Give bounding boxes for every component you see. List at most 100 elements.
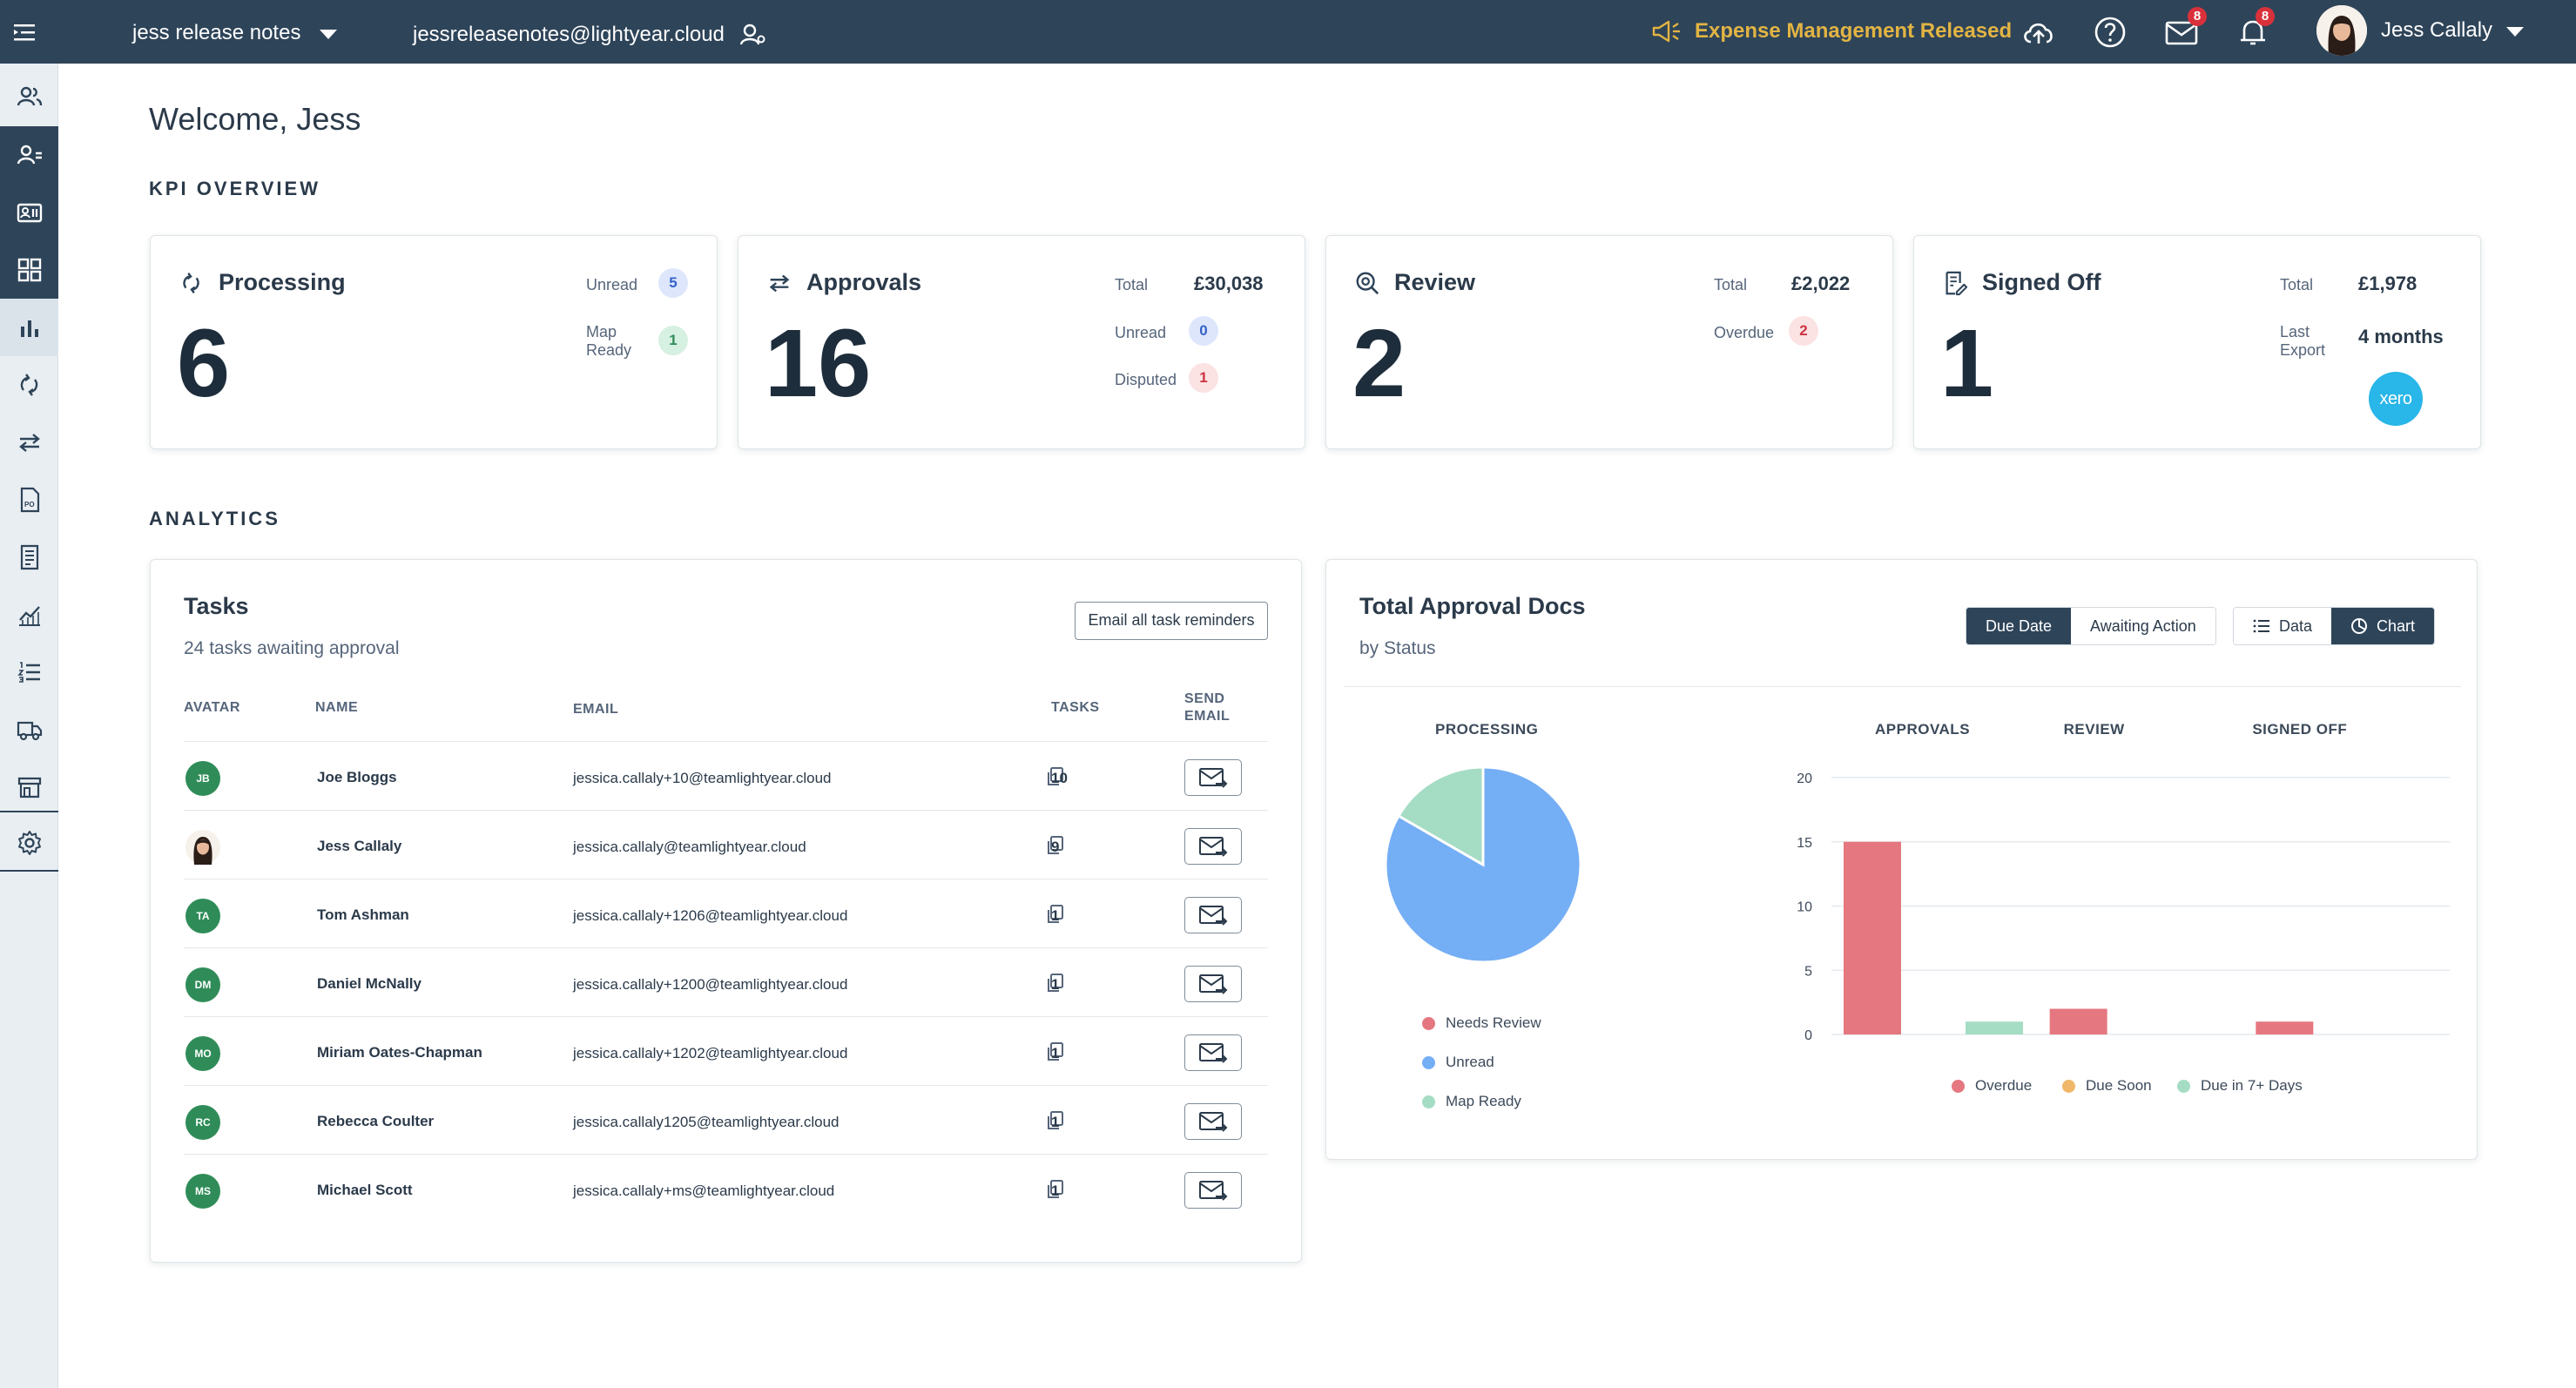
sidebar: PO: [0, 64, 58, 1388]
legend-item[interactable]: Unread: [1422, 1054, 1494, 1071]
kpi-value: 16: [765, 310, 872, 417]
copy-icon[interactable]: [1046, 904, 1065, 925]
legend-item[interactable]: Due in 7+ Days: [2177, 1077, 2303, 1095]
bar-overdue-review[interactable]: [2049, 1008, 2107, 1035]
task-count: 10: [1051, 770, 1068, 786]
sidebar-item-contacts[interactable]: [0, 126, 58, 184]
menu-toggle-icon[interactable]: [10, 19, 42, 45]
user-photo-icon: [193, 837, 212, 865]
kpi-card-processing[interactable]: Processing 6 Unread 5 Map Ready 1: [150, 235, 718, 449]
sidebar-item-dashboard[interactable]: [0, 241, 58, 299]
legend-label: Due in 7+ Days: [2201, 1077, 2303, 1094]
assignee-name: Miriam Oates-Chapman: [317, 1044, 482, 1061]
email-all-reminders-button[interactable]: Email all task reminders: [1075, 602, 1268, 640]
sidebar-item-users[interactable]: [0, 68, 58, 125]
sidebar-item-processing[interactable]: [0, 356, 58, 414]
truck-icon: [17, 721, 42, 741]
kpi-last-export-value: 4 months: [2358, 326, 2444, 347]
legend-item[interactable]: Overdue: [1952, 1077, 2032, 1095]
workspace-email[interactable]: jessreleasenotes@lightyear.cloud: [413, 23, 766, 47]
copy-icon[interactable]: [1046, 973, 1065, 994]
sidebar-item-reports[interactable]: [0, 586, 58, 643]
bar-overdue-approvals[interactable]: [1844, 841, 1901, 1034]
workspace-switcher[interactable]: jess release notes: [132, 21, 338, 45]
kpi-map-ready-label: Map Ready: [586, 323, 632, 359]
mail-icon[interactable]: [2163, 14, 2200, 51]
tasks-title: Tasks: [184, 593, 249, 619]
sidebar-item-receipts[interactable]: [0, 529, 58, 586]
sidebar-item-lists[interactable]: [0, 643, 58, 701]
bar-chart-icon: [20, 320, 38, 337]
overdue-count-pill: 2: [1789, 316, 1818, 346]
kpi-unread-label: Unread: [586, 276, 638, 293]
xero-logo[interactable]: xero: [2369, 372, 2423, 426]
y-tick-label: 0: [1804, 1028, 1812, 1043]
sidebar-item-cards[interactable]: [0, 184, 58, 241]
copy-icon[interactable]: [1046, 835, 1065, 856]
assignee-name: Joe Bloggs: [317, 769, 397, 785]
swap-arrows-icon: [769, 274, 790, 292]
legend-label: Needs Review: [1446, 1014, 1541, 1031]
tasks-panel: Tasks 24 tasks awaiting approval Email a…: [150, 559, 1302, 1263]
workspace-name: jess release notes: [132, 21, 301, 44]
bar-due-in-7-days-approvals[interactable]: [1966, 1021, 2023, 1034]
bar-overdue-signed-off[interactable]: [2256, 1021, 2314, 1034]
category-label: APPROVALS: [1875, 721, 1971, 738]
assignee-email: jessica.callaly+10@teamlightyear.cloud: [573, 770, 832, 786]
toggle-chart[interactable]: Chart: [2331, 608, 2435, 644]
sync-icon: [183, 272, 199, 293]
sidebar-item-settings[interactable]: [0, 814, 58, 872]
approval-docs-subtitle: by Status: [1359, 638, 1436, 658]
kpi-unread-label: Unread: [1115, 324, 1167, 341]
kpi-card-approvals[interactable]: Approvals 16 Total £30,038 Unread 0 Disp…: [738, 235, 1305, 449]
copy-icon[interactable]: [1046, 766, 1065, 787]
send-email-button[interactable]: [1184, 1103, 1242, 1140]
sidebar-item-store[interactable]: [0, 758, 58, 816]
kpi-card-signed-off[interactable]: Signed Off 1 Total £1,978 Last Export 4 …: [1913, 235, 2481, 449]
disputed-count-pill: 1: [1189, 363, 1218, 393]
legend-swatch: [1422, 1055, 1435, 1069]
sidebar-item-suppliers[interactable]: [0, 701, 58, 758]
user-menu[interactable]: Jess Callaly: [2316, 5, 2525, 56]
help-icon[interactable]: [2092, 14, 2128, 51]
legend-item[interactable]: Due Soon: [2062, 1077, 2152, 1095]
toggle-due-date[interactable]: Due Date: [1966, 608, 2072, 644]
send-email-button[interactable]: [1184, 828, 1242, 865]
top-bar: jess release notes jessreleasenotes@ligh…: [0, 0, 2576, 64]
kpi-card-review[interactable]: Review 2 Total £2,022 Overdue 2: [1325, 235, 1893, 449]
send-email-button[interactable]: [1184, 966, 1242, 1002]
assignee-name: Tom Ashman: [317, 906, 409, 923]
pie-slice-map-ready[interactable]: [1396, 765, 1485, 867]
chevron-down-icon: [320, 29, 338, 39]
copy-icon[interactable]: [1046, 1110, 1065, 1131]
task-count: 1: [1051, 976, 1060, 993]
send-email-button[interactable]: [1184, 897, 1242, 933]
copy-icon[interactable]: [1046, 1179, 1065, 1200]
send-email-button[interactable]: [1184, 1172, 1242, 1209]
chevron-down-icon: [2506, 26, 2525, 37]
unread-count-pill: 0: [1189, 316, 1218, 346]
toggle-awaiting-action[interactable]: Awaiting Action: [2071, 608, 2215, 644]
megaphone-icon: [1652, 20, 1680, 43]
legend-item[interactable]: Map Ready: [1422, 1093, 1521, 1110]
bell-icon[interactable]: [2235, 14, 2271, 51]
cloud-upload-icon[interactable]: [2020, 14, 2057, 51]
assignee-email: jessica.callaly@teamlightyear.cloud: [573, 839, 806, 855]
sidebar-item-analytics[interactable]: [0, 299, 58, 356]
copy-icon[interactable]: [1046, 1041, 1065, 1062]
task-count: 1: [1051, 907, 1060, 924]
numbered-list-icon: [17, 662, 40, 683]
sidebar-item-purchase-orders[interactable]: PO: [0, 471, 58, 529]
send-email-button[interactable]: [1184, 759, 1242, 796]
analytics-section-title: ANALYTICS: [149, 508, 280, 529]
toggle-data[interactable]: Data: [2234, 608, 2332, 644]
task-count: 1: [1051, 1045, 1060, 1061]
sidebar-divider: [0, 811, 58, 812]
task-count: 1: [1051, 1182, 1060, 1199]
sidebar-item-approvals[interactable]: [0, 414, 58, 471]
send-email-button[interactable]: [1184, 1034, 1242, 1071]
id-card-icon: [17, 203, 42, 223]
announcement-link[interactable]: Expense Management Released: [1651, 18, 2012, 44]
legend-item[interactable]: Needs Review: [1422, 1014, 1541, 1032]
table-row: RC Rebecca Coulter jessica.callaly1205@tea…: [184, 1085, 1268, 1154]
